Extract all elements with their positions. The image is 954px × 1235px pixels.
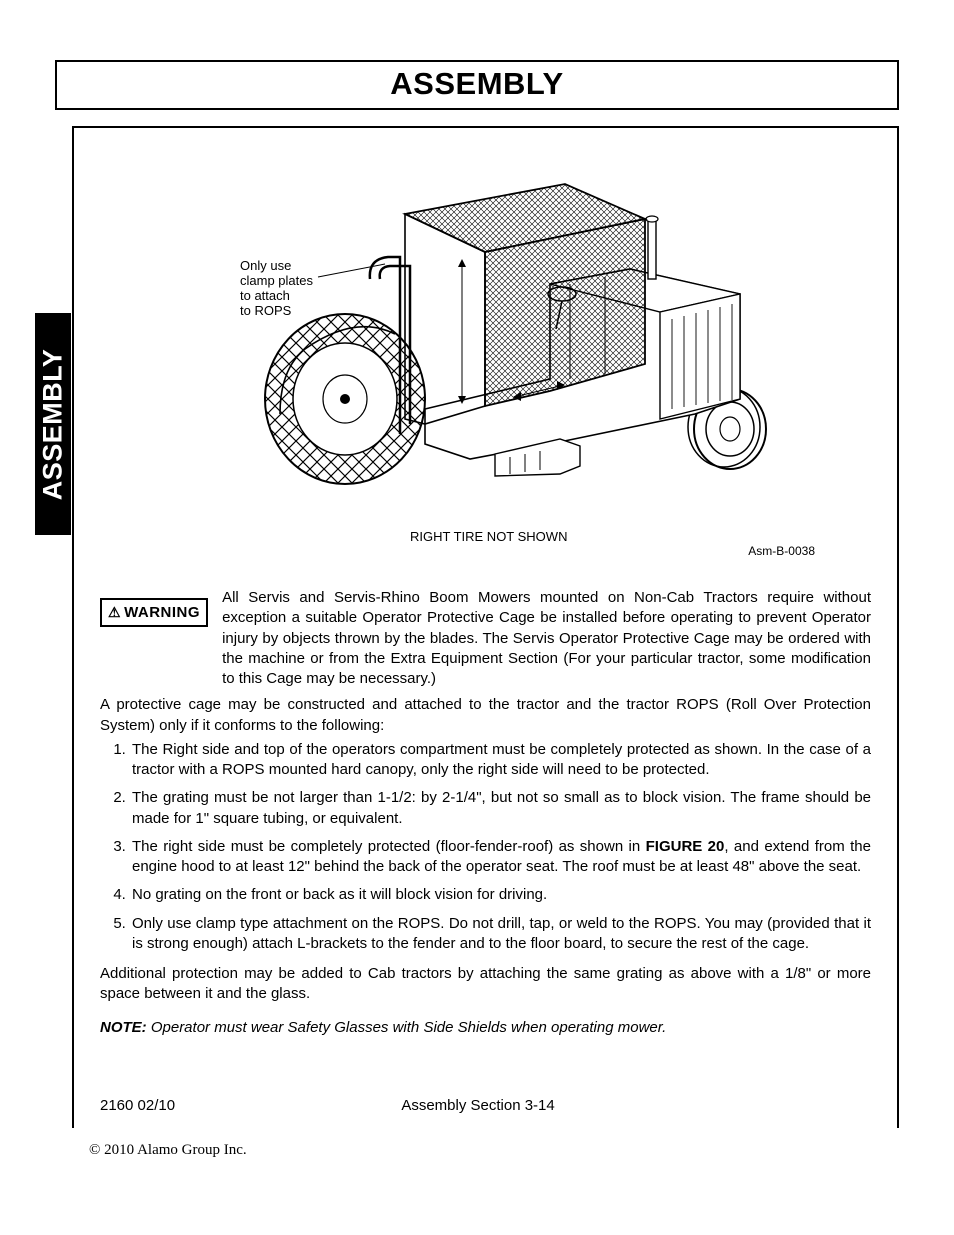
- requirement-item: The Right side and top of the operators …: [130, 740, 871, 781]
- additional-paragraph: Additional protection may be added to Ca…: [100, 964, 871, 1005]
- requirement-item: The grating must be not larger than 1-1/…: [130, 788, 871, 829]
- warning-block: ⚠WARNING All Servis and Servis-Rhino Boo…: [100, 588, 871, 689]
- figure-caption: RIGHT TIRE NOT SHOWN: [410, 529, 567, 544]
- page-footer: 2160 02/10 Assembly Section 3-14: [100, 1097, 871, 1114]
- note-text: Operator must wear Safety Glasses with S…: [147, 1019, 667, 1036]
- copyright: © 2010 Alamo Group Inc.: [89, 1142, 899, 1159]
- figure-id: Asm-B-0038: [748, 544, 815, 558]
- footer-doc-id: 2160 02/10: [100, 1097, 175, 1114]
- requirement-item: No grating on the front or back as it wi…: [130, 885, 871, 905]
- figure-area: Only use clamp plates to attach to ROPS …: [100, 154, 871, 554]
- title-box: ASSEMBLY: [55, 60, 899, 110]
- page-title: ASSEMBLY: [390, 66, 563, 101]
- tractor-illustration: [250, 164, 770, 524]
- intro-paragraph: A protective cage may be constructed and…: [100, 695, 871, 736]
- requirements-list: The Right side and top of the operators …: [100, 740, 871, 954]
- note-label: NOTE:: [100, 1019, 147, 1036]
- warning-label: WARNING: [124, 604, 200, 621]
- warning-badge: ⚠WARNING: [100, 598, 208, 627]
- note-line: NOTE: Operator must wear Safety Glasses …: [100, 1019, 871, 1036]
- side-tab-label: ASSEMBLY: [38, 348, 69, 500]
- warning-text: All Servis and Servis-Rhino Boom Mowers …: [222, 588, 871, 689]
- requirement-item: Only use clamp type attachment on the RO…: [130, 914, 871, 955]
- side-tab: ASSEMBLY: [35, 313, 71, 535]
- figure-ref: FIGURE 20: [646, 838, 725, 855]
- content-frame: ASSEMBLY Only use clamp plates to attach…: [72, 126, 899, 1128]
- footer-section: Assembly Section 3-14: [175, 1097, 781, 1114]
- warning-icon: ⚠: [108, 604, 121, 621]
- requirement-text-pre: The right side must be completely protec…: [132, 838, 646, 855]
- requirement-item: The right side must be completely protec…: [130, 837, 871, 878]
